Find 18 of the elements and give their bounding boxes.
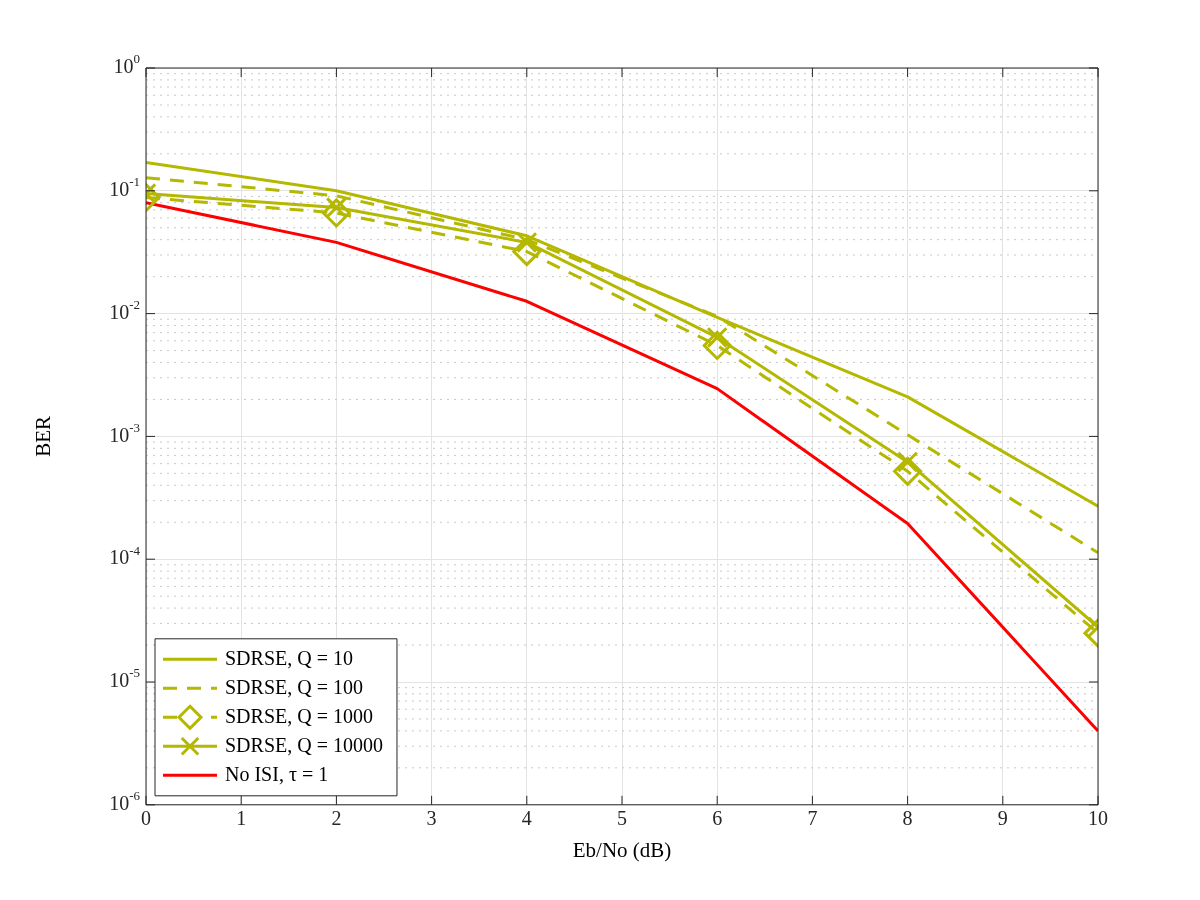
y-axis-title: BER — [31, 415, 56, 457]
x-tick-label: 5 — [617, 807, 627, 830]
x-tick-label: 3 — [426, 807, 437, 830]
x-tick-label: 0 — [141, 807, 151, 830]
x-tick-label: 9 — [997, 807, 1008, 830]
legend-label: No ISI, τ = 1 — [225, 762, 329, 785]
x-tick-label: 2 — [331, 807, 342, 830]
legend-label: SDRSE, Q = 100 — [225, 675, 363, 698]
legend-label: SDRSE, Q = 10 — [225, 646, 353, 669]
x-tick-label: 4 — [521, 807, 532, 830]
x-axis-title: Eb/No (dB) — [572, 837, 672, 862]
x-tick-label: 8 — [902, 807, 913, 830]
legend-label: SDRSE, Q = 10000 — [225, 733, 383, 756]
legend-label: SDRSE, Q = 1000 — [225, 704, 373, 727]
x-tick-label: 6 — [712, 807, 723, 830]
x-tick-label: 10 — [1088, 807, 1108, 830]
x-tick-label: 1 — [236, 807, 247, 830]
x-tick-label: 7 — [807, 807, 818, 830]
